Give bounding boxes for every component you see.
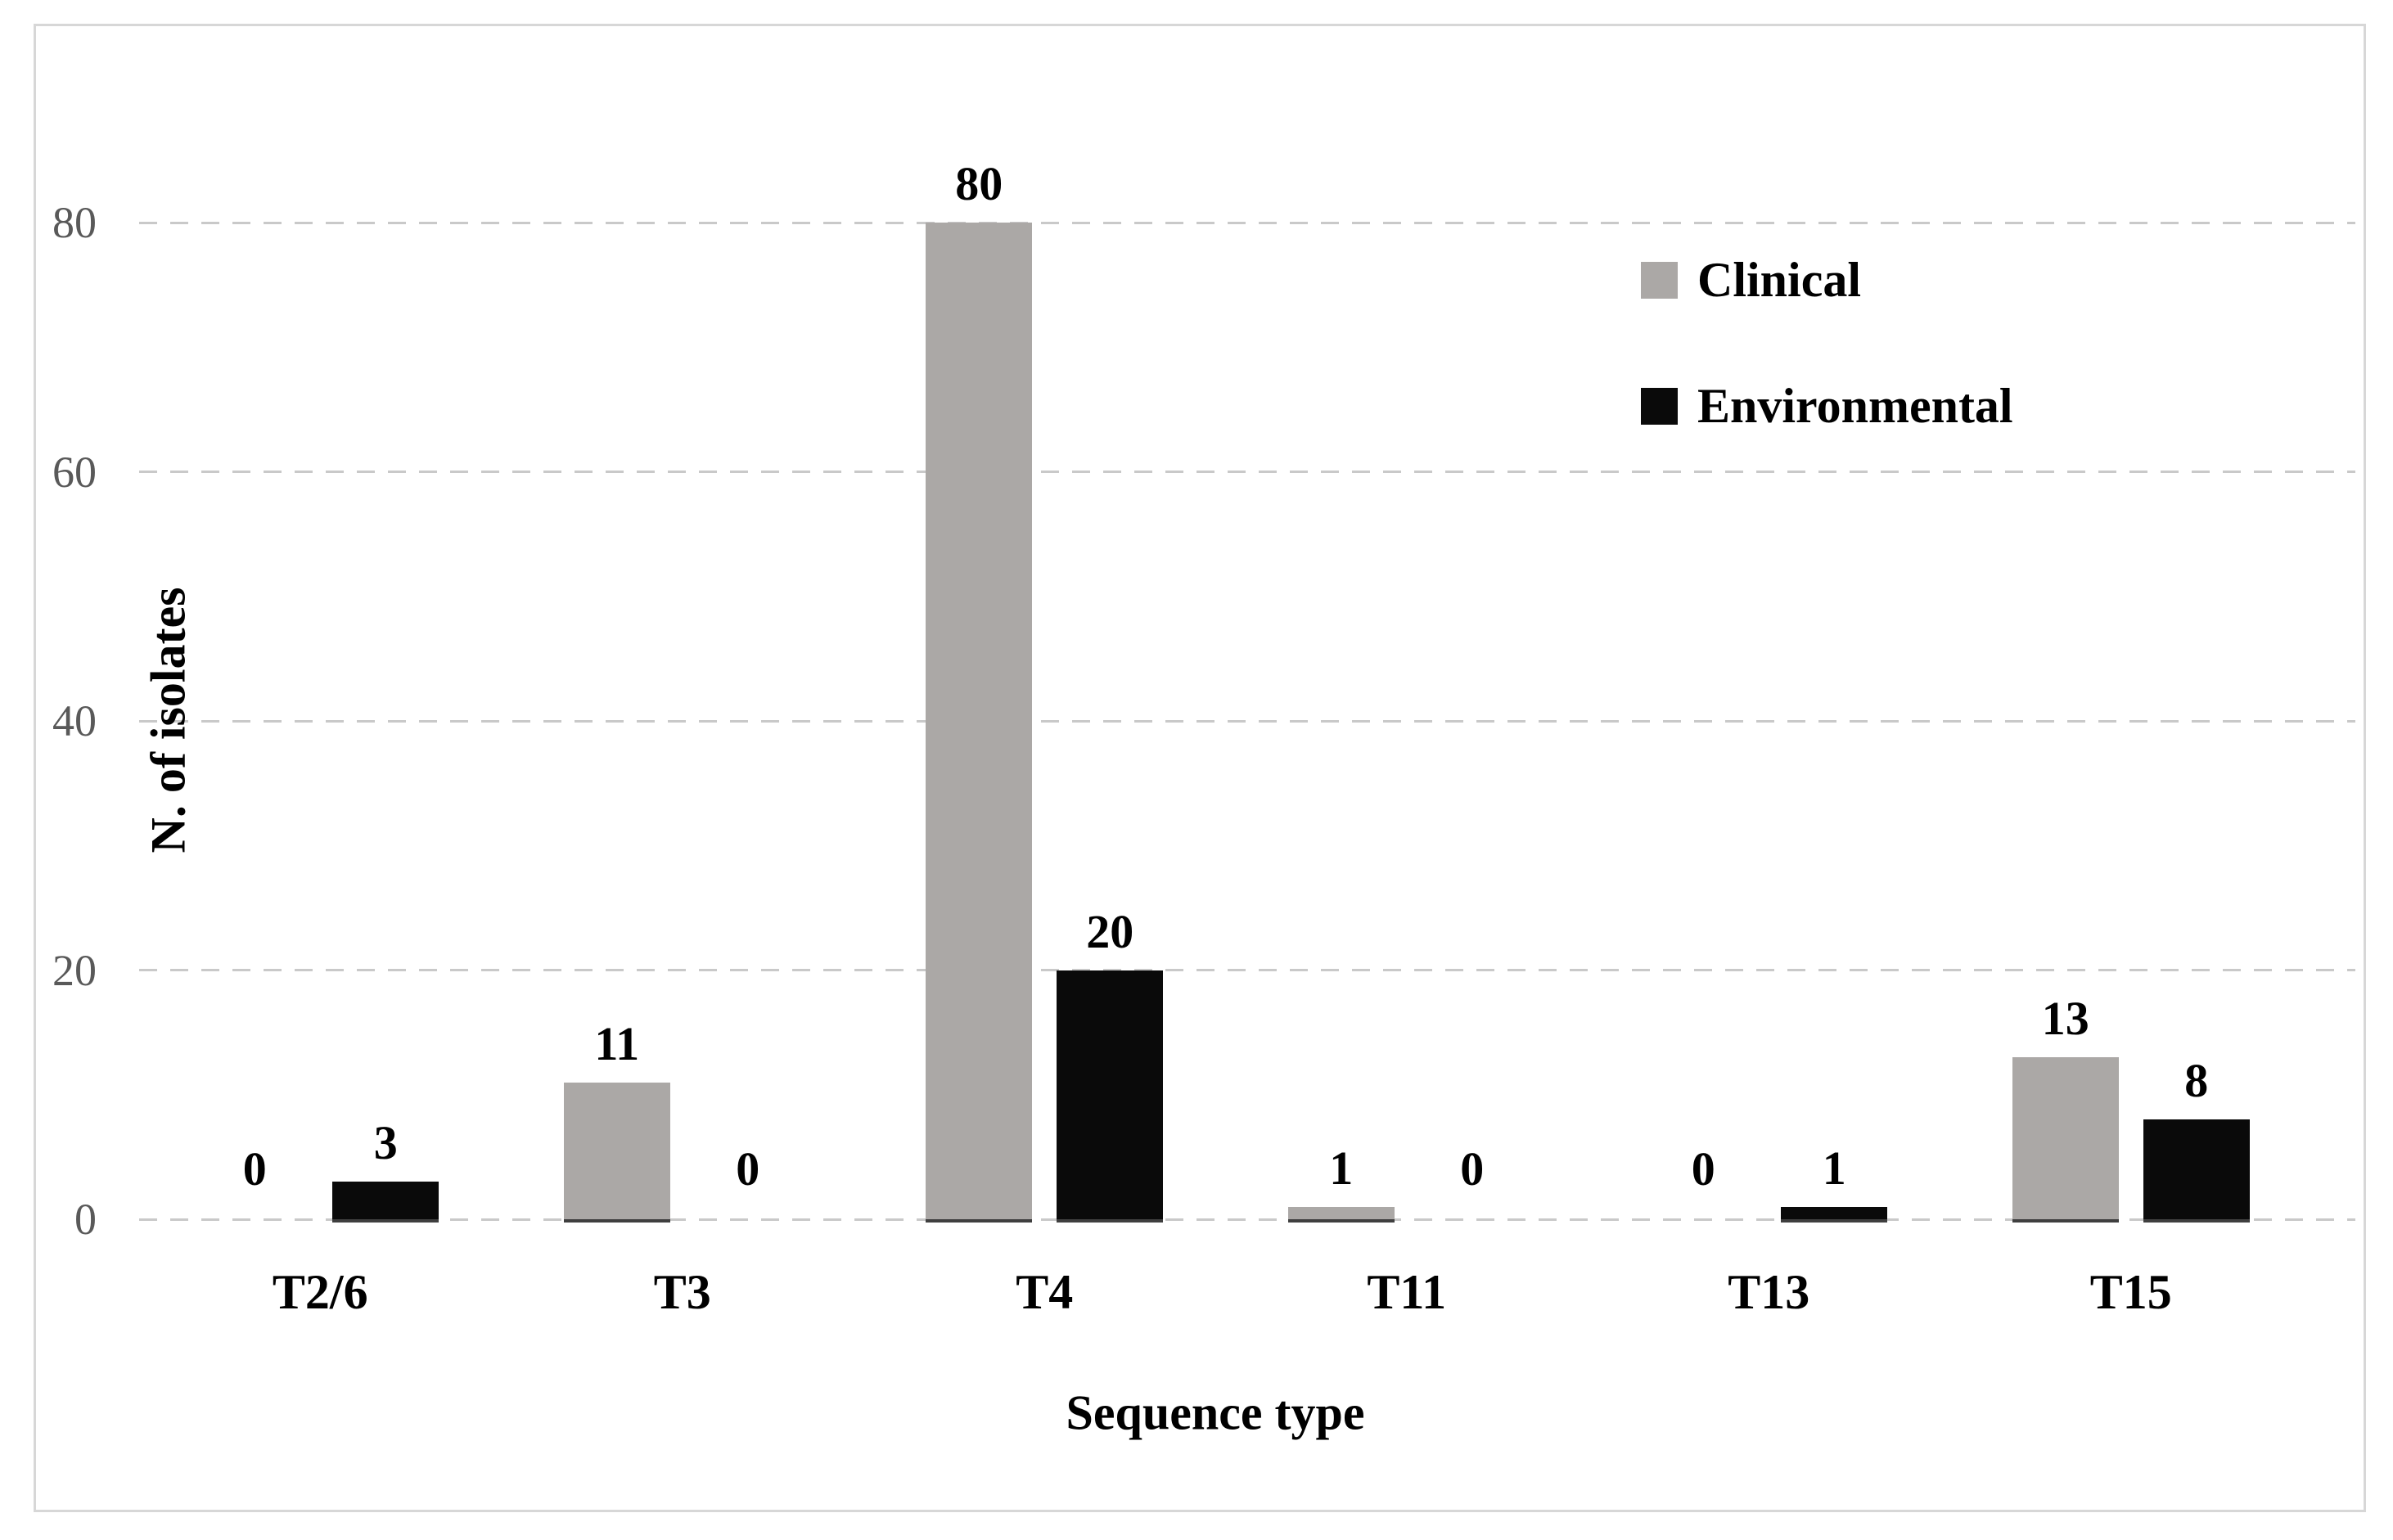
gridline-0 (139, 1218, 2355, 1221)
value-label-clinical-T4: 80 (955, 157, 1003, 210)
legend-swatch-clinical (1641, 261, 1678, 299)
bar-clinical-T15 (2012, 1057, 2119, 1223)
y-tick-label-60: 60 (52, 447, 97, 497)
x-tick-label-T2/6: T2/6 (272, 1265, 368, 1319)
legend-label-clinical: Clinical (1697, 253, 1862, 307)
value-label-environmental-T11: 0 (1460, 1142, 1485, 1196)
value-label-clinical-T13: 0 (1691, 1142, 1715, 1196)
x-tick-label-T4: T4 (1016, 1265, 1074, 1319)
legend-item-environmental: Environmental (1641, 379, 2013, 433)
gridline-80 (139, 221, 2355, 224)
y-tick-label-0: 0 (74, 1195, 97, 1244)
value-label-environmental-T4: 20 (1086, 904, 1134, 958)
x-tick-label-T13: T13 (1728, 1265, 1810, 1319)
value-label-clinical-T2/6: 0 (242, 1142, 267, 1196)
bar-environmental-T13 (1781, 1206, 1888, 1223)
gridline-60 (139, 471, 2355, 473)
gridline-20 (139, 969, 2355, 971)
gridline-40 (139, 719, 2355, 723)
x-tick-label-T11: T11 (1367, 1265, 1447, 1319)
bar-environmental-T2/6 (332, 1182, 439, 1223)
x-tick-label-T3: T3 (653, 1265, 711, 1319)
value-label-clinical-T11: 1 (1329, 1141, 1354, 1195)
bar-environmental-T15 (2143, 1119, 2250, 1223)
value-label-clinical-T15: 13 (2041, 992, 2089, 1046)
value-label-environmental-T3: 0 (736, 1142, 760, 1196)
x-tick-label-T15: T15 (2089, 1265, 2172, 1319)
value-label-environmental-T2/6: 3 (373, 1116, 398, 1170)
bar-clinical-T3 (563, 1082, 670, 1223)
y-tick-label-80: 80 (52, 198, 97, 247)
figure-border (34, 24, 2366, 1512)
bar-clinical-T4 (926, 223, 1033, 1223)
legend-item-clinical: Clinical (1641, 253, 1862, 307)
x-axis-title: Sequence type (1066, 1385, 1365, 1440)
value-label-clinical-T3: 11 (594, 1016, 640, 1070)
y-tick-label-20: 20 (52, 945, 97, 995)
legend-swatch-environmental (1641, 387, 1678, 425)
value-label-environmental-T15: 8 (2184, 1054, 2209, 1108)
legend-label-environmental: Environmental (1697, 379, 2013, 433)
bar-environmental-T4 (1057, 970, 1164, 1223)
bar-clinical-T11 (1287, 1206, 1395, 1223)
y-tick-label-40: 40 (52, 696, 97, 745)
y-axis-title: N. of isolates (141, 587, 196, 853)
value-label-environmental-T13: 1 (1822, 1141, 1846, 1195)
